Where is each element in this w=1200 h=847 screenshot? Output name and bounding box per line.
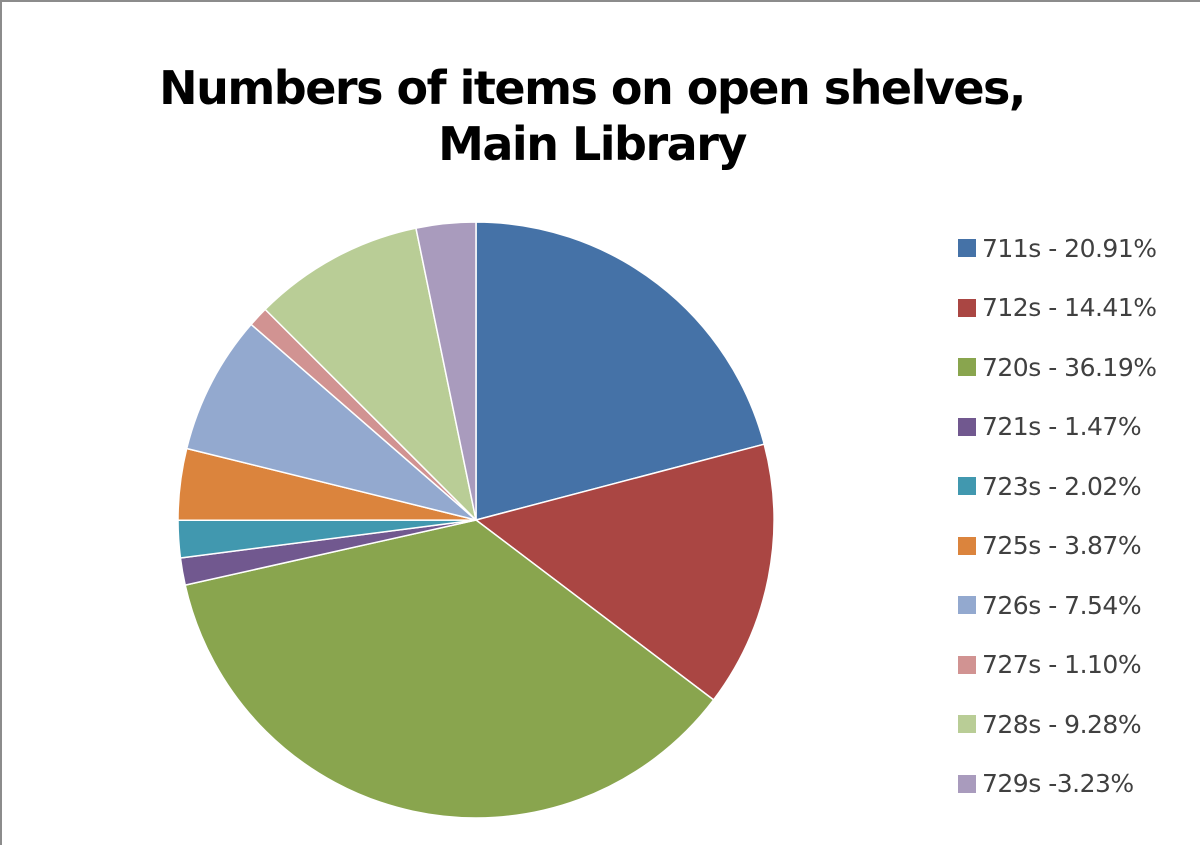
legend-swatch xyxy=(958,774,976,793)
legend-item-726s: 726s - 7.54% xyxy=(958,585,1142,625)
legend-swatch xyxy=(958,477,976,495)
legend-label: 726s - 7.54% xyxy=(982,590,1142,620)
legend-label: 729s -3.23% xyxy=(982,769,1134,798)
legend-swatch xyxy=(958,715,976,733)
chart-title: Numbers of items on open shelves, Main L… xyxy=(2,60,1200,172)
chart-title-line-2: Main Library xyxy=(438,117,747,171)
legend-item-712s: 712s - 14.41% xyxy=(958,288,1157,328)
chart-title-line-1: Numbers of items on open shelves, xyxy=(159,61,1026,115)
legend-item-721s: 721s - 1.47% xyxy=(958,407,1142,447)
legend-swatch xyxy=(958,417,976,436)
pie-slice-726s xyxy=(185,323,477,521)
legend-item-727s: 727s - 1.10% xyxy=(958,645,1142,685)
legend-swatch xyxy=(958,298,976,317)
pie-slice-720s xyxy=(184,519,715,819)
pie-slice-712s xyxy=(475,443,775,701)
legend-item-711s: 711s - 20.91% xyxy=(958,228,1157,268)
legend-item-725s: 725s - 3.87% xyxy=(958,526,1142,566)
legend-item-720s: 720s - 36.19% xyxy=(958,347,1157,387)
legend-item-723s: 723s - 2.02% xyxy=(958,466,1142,506)
legend-swatch xyxy=(958,596,976,614)
pie-slice-728s xyxy=(264,227,477,521)
legend-label: 721s - 1.47% xyxy=(982,412,1142,441)
legend-label: 720s - 36.19% xyxy=(982,352,1157,382)
legend-item-728s: 728s - 9.28% xyxy=(958,704,1142,744)
legend-label: 723s - 2.02% xyxy=(982,471,1142,501)
legend-swatch xyxy=(958,536,976,555)
legend-label: 712s - 14.41% xyxy=(982,293,1157,322)
pie-slice-729s xyxy=(415,221,477,521)
legend-label: 725s - 3.87% xyxy=(982,531,1142,560)
legend-label: 728s - 9.28% xyxy=(982,709,1142,739)
legend-item-729s: 729s -3.23% xyxy=(958,764,1134,804)
legend-swatch xyxy=(958,358,976,376)
legend-label: 727s - 1.10% xyxy=(982,650,1142,679)
pie-slice-711s xyxy=(475,221,765,521)
legend-swatch xyxy=(958,655,976,674)
legend-label: 711s - 20.91% xyxy=(982,233,1157,263)
legend-swatch xyxy=(958,239,976,257)
